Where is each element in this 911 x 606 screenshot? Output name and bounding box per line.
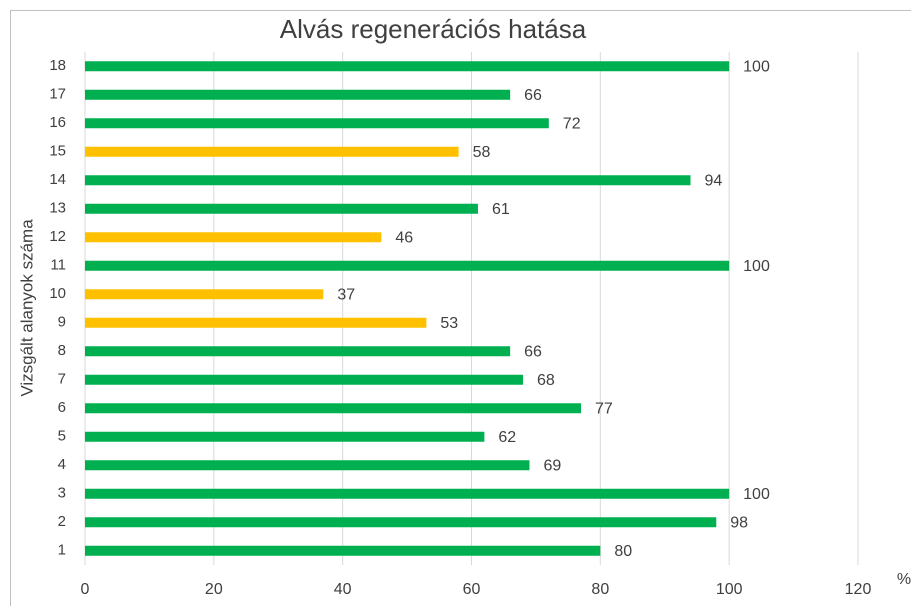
data-label: 100: [743, 486, 770, 503]
bar: [85, 374, 524, 385]
data-label: 66: [524, 343, 542, 360]
data-label: 69: [543, 457, 561, 474]
chart-frame: [10, 10, 911, 606]
bar: [85, 61, 730, 72]
y-tick-label: 4: [58, 456, 66, 473]
bar: [85, 317, 427, 328]
data-label: 62: [498, 429, 516, 446]
x-tick-label: 20: [205, 581, 223, 598]
y-tick-label: 18: [49, 57, 66, 74]
y-tick-label: 17: [49, 86, 66, 103]
y-tick-label: 9: [58, 314, 66, 331]
y-tick-label: 8: [58, 342, 66, 359]
bar: [85, 431, 485, 442]
y-tick-label: 7: [58, 371, 66, 388]
x-tick-label: 100: [716, 581, 743, 598]
x-tick-label: 80: [591, 581, 609, 598]
data-label: 98: [730, 514, 748, 531]
y-tick-label: 12: [49, 228, 66, 245]
data-label: 66: [524, 87, 542, 104]
x-tick-label: 40: [334, 581, 352, 598]
bar: [85, 203, 478, 214]
data-label: 94: [705, 172, 723, 189]
bar: [85, 403, 582, 414]
bar: [85, 118, 549, 129]
bar: [85, 460, 530, 471]
data-label: 72: [563, 115, 581, 132]
data-label: 77: [595, 400, 613, 417]
data-label: 58: [473, 144, 491, 161]
bar: [85, 232, 382, 243]
data-label: 80: [614, 543, 632, 560]
y-tick-label: 11: [50, 257, 66, 274]
y-tick-label: 6: [58, 399, 66, 416]
bar: [85, 289, 324, 300]
data-label: 100: [743, 258, 770, 275]
x-axis-label: %: [897, 571, 911, 588]
data-label: 68: [537, 372, 555, 389]
y-tick-label: 14: [49, 171, 66, 188]
y-tick-label: 16: [49, 114, 66, 131]
y-tick-label: 10: [49, 285, 66, 302]
bar: [85, 545, 601, 556]
data-label: 46: [395, 229, 413, 246]
y-axis-label: Vizsgált alanyok száma: [17, 219, 36, 397]
y-tick-label: 1: [58, 542, 66, 559]
x-tick-label: 120: [845, 581, 872, 598]
y-tick-label: 3: [58, 485, 66, 502]
bar: [85, 175, 691, 186]
bar: [85, 260, 730, 271]
bar: [85, 346, 511, 357]
bar: [85, 146, 459, 157]
bar: [85, 517, 717, 528]
chart-title: Alvás regenerációs hatása: [280, 14, 587, 44]
x-tick-label: 60: [463, 581, 481, 598]
data-label: 61: [492, 201, 510, 218]
x-tick-label: 0: [81, 581, 90, 598]
data-label: 53: [440, 315, 458, 332]
y-tick-label: 15: [49, 143, 66, 160]
y-tick-label: 5: [58, 428, 66, 445]
bar: [85, 89, 511, 100]
data-label: 37: [337, 286, 355, 303]
bar: [85, 488, 730, 499]
data-label: 100: [743, 58, 770, 75]
y-tick-label: 2: [58, 513, 66, 530]
y-tick-label: 13: [49, 200, 66, 217]
